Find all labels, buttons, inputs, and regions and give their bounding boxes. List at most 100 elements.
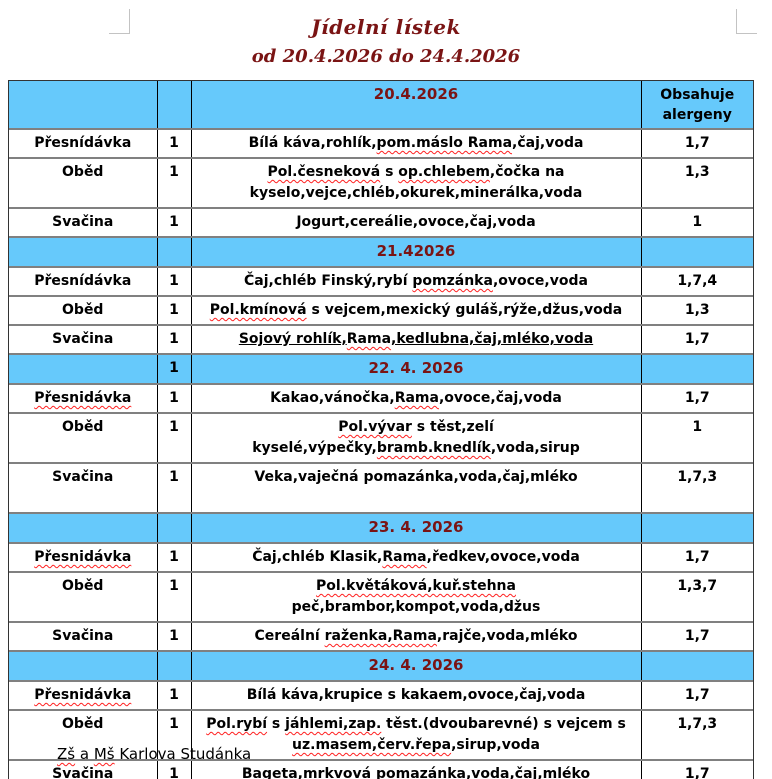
meal-name-cell: Svačina xyxy=(9,621,158,652)
misspelled-text-segment: op.chlebem xyxy=(398,164,490,180)
meal-name-cell: Oběd xyxy=(9,571,158,623)
text-segment: Bílá káva,rohlík, xyxy=(248,135,377,151)
date-cell: 20.4.2026 xyxy=(190,81,642,130)
meal-name-cell: Svačina xyxy=(9,462,158,514)
menu-line: Sojový rohlík,Rama,kedlubna,čaj,mléko,vo… xyxy=(194,329,639,350)
allergens-cell: 1 xyxy=(640,207,753,238)
menu-cell: Jogurt,cereálie,ovoce,čaj,voda xyxy=(190,207,642,238)
allergens-cell: 1,7 xyxy=(640,383,753,414)
meal-row: Přesnídávka 1 Čaj,chléb Finský,rybí pomzán… xyxy=(9,266,753,297)
text-segment: Svačina xyxy=(52,766,114,779)
date-cell: 23. 4. 2026 xyxy=(190,512,642,544)
meal-name-cell: Oběd xyxy=(9,295,158,326)
menu-line: kyselo,vejce,chléb,okurek,minerálka,voda xyxy=(194,183,639,204)
menu-cell: Cereální raženka,Rama,rajče,voda,mléko xyxy=(190,621,642,652)
text-segment: Oběd xyxy=(62,716,104,732)
text-segment: Čaj,chléb Klasik, xyxy=(252,549,383,565)
text-segment: Sojový rohlík, xyxy=(238,331,347,347)
text-segment: Veka,vaječná pomazánka,voda,čaj,mléko xyxy=(254,469,578,485)
menu-line: Kakao,vánočka,Rama,ovoce,čaj,voda xyxy=(194,388,639,409)
meal-name-cell: Svačina xyxy=(9,759,158,779)
allergens-cell: 1,7,3 xyxy=(640,709,753,761)
text-segment: Svačina xyxy=(52,331,114,347)
date-cell: 24. 4. 2026 xyxy=(190,650,642,682)
text-segment: Bageta,mrkvová pomazánka,voda,čaj,mléko xyxy=(241,766,591,779)
menu-cell: Pol.květáková,kuř.stehna peč,brambor,kom… xyxy=(190,571,642,623)
qty-cell: 1 xyxy=(156,462,192,514)
menu-line xyxy=(194,488,639,509)
misspelled-text-segment: Přesnidávka xyxy=(34,549,132,565)
meal-row: Svačina 1 Cereální raženka,Rama,rajče,voda… xyxy=(9,621,753,652)
header-meal-cell xyxy=(9,650,158,682)
header-meal-cell xyxy=(9,512,158,544)
header-meal-cell xyxy=(9,353,158,385)
misspelled-text-segment: Pol.květáková,kuř.stehna xyxy=(316,578,516,594)
text-segment: Oběd xyxy=(62,302,104,318)
qty-cell: 1 xyxy=(156,709,192,761)
qty-cell: 1 xyxy=(156,621,192,652)
text-segment: ,kedlubna,čaj,mléko,voda xyxy=(391,331,594,347)
meal-row: Oběd 1 Pol.rybí s jáhlemi,zap. těst.(dvoub… xyxy=(9,709,753,761)
margin-crop-mark-right-icon xyxy=(736,9,757,34)
menu-line: uz.masem,červ.řepa,sirup,voda xyxy=(194,735,639,756)
allergens-cell: 1,3 xyxy=(640,157,753,209)
meal-name-cell: Přesnidávka xyxy=(9,383,158,414)
text-segment: ,ředkev,ovoce,voda xyxy=(426,549,580,565)
meal-row: Svačina 1 Sojový rohlík,Rama,kedlubna,čaj,… xyxy=(9,324,753,355)
text-segment: Cereální xyxy=(254,628,325,644)
date-header-row: 20.4.2026 Obsahuje alergeny xyxy=(9,81,753,130)
header-qty-cell: 1 xyxy=(156,353,192,385)
text-segment: ,ovoce,voda xyxy=(492,273,588,289)
meal-name-cell: Svačina xyxy=(9,207,158,238)
text-segment: ,ovoce,čaj,voda xyxy=(438,390,562,406)
allergen-header-cell: Obsahuje alergeny xyxy=(640,81,753,130)
text-segment: kyselo,vejce,chléb,okurek,minerálka,voda xyxy=(249,185,583,201)
text-segment: ,čaj,voda xyxy=(512,135,584,151)
text-segment: Oběd xyxy=(62,578,104,594)
misspelled-text-segment: Rama xyxy=(346,331,392,347)
misspelled-text-segment: Pol.kmínová xyxy=(209,302,307,318)
text-segment: Bílá káva,krupice s kakaem,ovoce,čaj,vod… xyxy=(246,687,586,703)
allergens-cell: 1,7 xyxy=(640,542,753,573)
misspelled-text-segment: pom.máslo Rama xyxy=(376,135,513,151)
qty-cell: 1 xyxy=(156,542,192,573)
menu-line: Cereální raženka,Rama,rajče,voda,mléko xyxy=(194,626,639,647)
text-segment: ,rajče,voda,mléko xyxy=(436,628,578,644)
date-range-subtitle: od 20.4.2026 do 24.4.2026 xyxy=(251,46,521,67)
meal-name-cell: Přesnídávka xyxy=(9,128,158,159)
qty-cell: 1 xyxy=(156,571,192,623)
meal-name-cell: Přesnidávka xyxy=(9,542,158,573)
qty-cell: 1 xyxy=(156,266,192,297)
text-segment: s těst,zelí kyselé,výpečky, xyxy=(252,419,494,456)
allergen-header-cell xyxy=(640,353,753,385)
date-header-row: 1 22. 4. 2026 xyxy=(9,353,753,385)
text-segment: Přesnídávka xyxy=(34,135,132,151)
qty-cell: 1 xyxy=(156,295,192,326)
menu-line: Čaj,chléb Klasik,Rama,ředkev,ovoce,voda xyxy=(194,547,639,568)
meal-row: Svačina 1 Veka,vaječná pomazánka,voda,čaj,… xyxy=(9,462,753,514)
header-qty-cell xyxy=(156,81,192,130)
meal-row: Přesnidávka 1 Čaj,chléb Klasik,Rama,ředkev… xyxy=(9,542,753,573)
menu-cell: Pol.česneková s op.chlebem,čočka na kysel… xyxy=(190,157,642,209)
menu-line: Jogurt,cereálie,ovoce,čaj,voda xyxy=(194,212,639,233)
margin-crop-mark-left-icon xyxy=(109,9,130,34)
text-segment: Čaj,chléb Finský,rybí xyxy=(244,273,413,289)
menu-cell: Kakao,vánočka,Rama,ovoce,čaj,voda xyxy=(190,383,642,414)
text-segment: s vejcem,mexický guláš,rýže,džus,voda xyxy=(306,302,623,318)
allergens-cell: 1,7,4 xyxy=(640,266,753,297)
misspelled-text-segment: jáhlemi,zap. xyxy=(285,716,382,732)
menu-cell: Pol.rybí s jáhlemi,zap. těst.(dvoubarevn… xyxy=(190,709,642,761)
footer-school-name: Zš a Mš Karlova Studánka xyxy=(57,745,251,763)
menu-cell: Čaj,chléb Klasik,Rama,ředkev,ovoce,voda xyxy=(190,542,642,573)
misspelled-text-segment: Pol.vývar xyxy=(338,419,412,435)
meal-row: Přesnidávka 1 Bílá káva,krupice s kakaem,o… xyxy=(9,680,753,711)
menu-cell: Veka,vaječná pomazánka,voda,čaj,mléko xyxy=(190,462,642,514)
meal-row: Oběd 1 Pol.kmínová s vejcem,mexický guláš,… xyxy=(9,295,753,326)
allergens-cell: 1,7 xyxy=(640,621,753,652)
menu-line: Pol.rybí s jáhlemi,zap. těst.(dvoubarevn… xyxy=(194,714,639,735)
misspelled-text-segment: Zš xyxy=(57,745,76,763)
menu-line: Bílá káva,krupice s kakaem,ovoce,čaj,vod… xyxy=(194,685,639,706)
misspelled-text-segment: Pol.česneková xyxy=(267,164,381,180)
text-segment: ,čočka na xyxy=(489,164,565,180)
menu-line: Bageta,mrkvová pomazánka,voda,čaj,mléko xyxy=(194,764,639,779)
